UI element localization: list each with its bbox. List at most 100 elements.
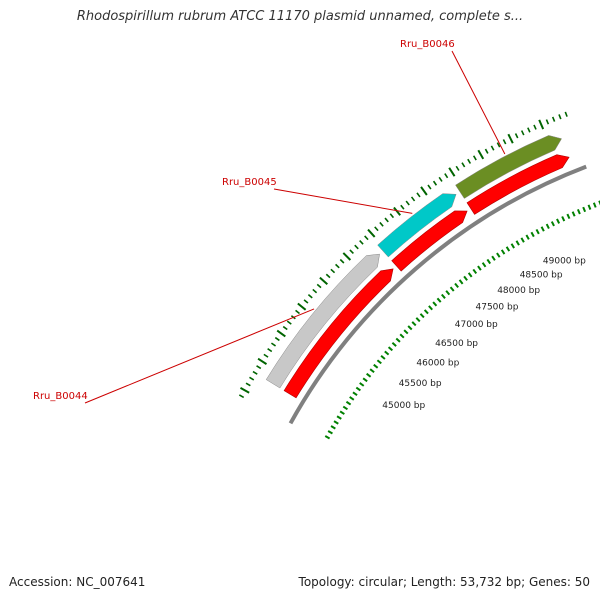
minor-tick — [366, 372, 372, 378]
minor-tick — [336, 415, 342, 420]
outer-tick — [286, 320, 292, 325]
bp-label: 45000 bp — [382, 401, 425, 411]
bp-labels: 45000 bp 45500 bp 46000 bp 46500 bp 47000 bp… — [382, 257, 586, 411]
outer-tick — [335, 263, 340, 269]
outer-tick — [245, 382, 251, 387]
minor-tick — [510, 243, 515, 249]
minor-tick — [403, 329, 409, 335]
minor-tick — [467, 272, 473, 278]
outer-tick — [455, 165, 460, 171]
minor-tick — [359, 382, 365, 387]
label-leader-line — [451, 50, 506, 155]
outer-tick — [514, 133, 519, 139]
minor-tick — [333, 420, 339, 425]
map-title: Rhodospirillum rubrum ATCC 11170 plasmid… — [76, 9, 524, 24]
outer-tick — [263, 353, 269, 358]
minor-tick — [587, 204, 592, 210]
bp-label: 46000 bp — [416, 359, 459, 369]
cds-arrow — [466, 154, 570, 215]
minor-tick — [395, 337, 401, 343]
outer-tick — [307, 294, 313, 299]
outer-tick — [545, 119, 550, 125]
outer-tick — [384, 217, 389, 223]
minor-tick — [411, 321, 417, 327]
minor-tick — [423, 309, 429, 315]
minor-tick — [566, 213, 571, 220]
minor-tick — [441, 293, 446, 299]
outer-tick — [533, 124, 537, 130]
outer-tick — [297, 302, 307, 311]
outer-tick — [420, 186, 428, 196]
minor-tick — [362, 377, 368, 383]
outer-tick — [330, 268, 336, 274]
minor-tick — [486, 258, 492, 265]
minor-tick — [324, 435, 331, 440]
minor-tick — [576, 208, 581, 215]
outer-tick — [325, 273, 331, 279]
outer-tick — [239, 386, 250, 394]
minor-tick — [463, 275, 468, 281]
minor-tick — [481, 262, 487, 268]
minor-tick — [428, 305, 433, 311]
outer-tick — [416, 192, 421, 198]
outer-tick — [558, 114, 562, 120]
minor-tick — [342, 405, 348, 411]
outer-tick — [274, 336, 280, 342]
outer-tick — [316, 283, 322, 289]
minor-tick — [380, 355, 386, 360]
outer-tick — [405, 200, 410, 206]
outer-tick — [374, 226, 379, 232]
outer-tick — [312, 288, 318, 294]
minor-tick — [339, 410, 345, 415]
outer-tick — [359, 239, 364, 245]
outer-tick — [379, 221, 384, 227]
outer-tick — [342, 252, 352, 261]
outer-tick — [527, 127, 531, 133]
minor-tick — [515, 240, 520, 246]
minor-tick — [373, 363, 379, 369]
minor-tick — [349, 396, 355, 401]
outer-tick — [252, 370, 258, 375]
minor-tick — [432, 301, 438, 307]
outer-tick — [410, 196, 416, 202]
minor-tick — [556, 218, 561, 224]
outer-tick — [367, 228, 376, 238]
bp-label: 47500 bp — [476, 303, 519, 313]
minor-tick — [582, 206, 587, 213]
gene-arrow — [265, 253, 380, 389]
outer-tick — [490, 145, 495, 151]
minor-tick — [550, 221, 555, 227]
outer-tick — [496, 142, 501, 148]
outer-tick — [427, 184, 432, 190]
minor-tick — [387, 346, 394, 352]
minor-tick — [449, 286, 455, 292]
minor-tick — [592, 202, 597, 208]
outer-tick — [257, 357, 268, 365]
minor-tick — [399, 333, 405, 339]
outer-tick — [319, 276, 328, 286]
minor-tick — [454, 282, 459, 288]
minor-tick — [415, 317, 421, 323]
minor-tick — [505, 246, 511, 252]
outer-tick-ring — [238, 111, 568, 399]
minor-tick — [491, 255, 496, 261]
outer-tick — [507, 133, 514, 144]
outer-tick — [538, 119, 545, 130]
minor-tick — [369, 368, 375, 374]
gene-label: Rru_B0046 — [400, 39, 455, 50]
outer-tick — [389, 213, 395, 219]
backbone-arc — [288, 164, 587, 425]
cds-arrow — [391, 210, 468, 272]
minor-tick — [376, 359, 382, 365]
outer-tick — [238, 394, 245, 399]
outer-tick — [354, 244, 359, 250]
minor-tick — [530, 231, 535, 238]
gene-arrow — [377, 193, 457, 258]
minor-tick — [472, 268, 478, 275]
minor-tick — [407, 325, 413, 331]
outer-tick — [472, 155, 477, 161]
outer-tick — [256, 365, 262, 370]
minor-tick — [458, 279, 464, 285]
minor-tick-ring — [324, 200, 600, 440]
